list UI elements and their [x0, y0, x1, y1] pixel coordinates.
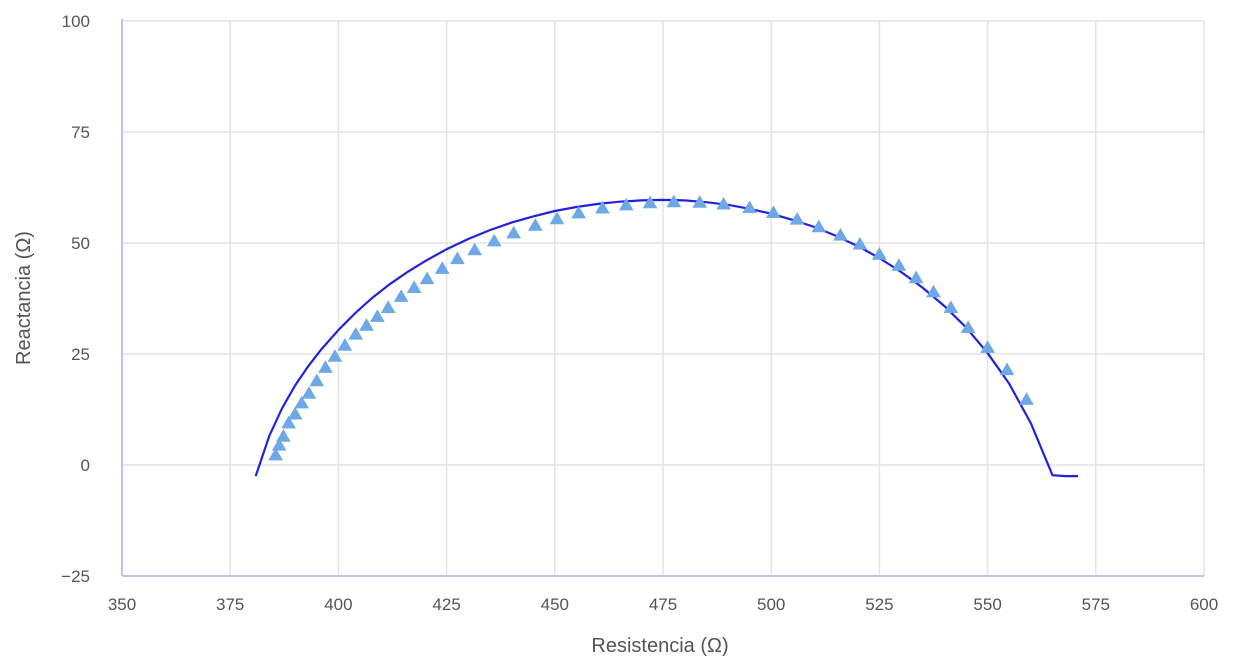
data-point-triangle [380, 300, 396, 313]
y-tick-label: 0 [81, 456, 90, 475]
x-tick-label: 500 [757, 595, 785, 614]
data-point-triangle [789, 212, 805, 225]
x-tick-label: 575 [1082, 595, 1110, 614]
data-point-triangle [406, 280, 422, 293]
y-tick-label: −25 [61, 567, 90, 586]
data-point-triangle [571, 205, 586, 219]
data-point-triangle [891, 258, 907, 271]
y-tick-label: 50 [71, 234, 90, 253]
data-point-triangle [642, 195, 658, 209]
data-point-triangle [419, 271, 435, 285]
grid-lines [122, 20, 1205, 576]
data-point-triangle [271, 438, 287, 451]
data-point-triangle [301, 386, 317, 399]
y-tick-label: 100 [62, 12, 90, 31]
data-point-triangle [318, 360, 333, 373]
data-point-triangle [327, 349, 343, 362]
data-point-triangle [666, 194, 682, 208]
data-point-triangle [1019, 392, 1034, 405]
data-point-triangle [549, 211, 565, 225]
data-point-triangle [811, 219, 827, 233]
data-point-triangle [716, 196, 731, 210]
data-point-triangle [287, 406, 303, 420]
fit-curve [254, 198, 1079, 478]
data-point-triangle [595, 200, 610, 214]
data-series [254, 194, 1079, 478]
data-point-triangle [506, 225, 521, 239]
data-point-triangle [467, 242, 483, 256]
x-tick-label: 375 [216, 595, 244, 614]
data-point-triangle [268, 447, 283, 461]
x-tick-label: 475 [649, 595, 677, 614]
data-point-triangle [766, 205, 781, 218]
x-axis-title: Resistencia (Ω) [591, 635, 728, 656]
y-tick-label: 25 [71, 345, 90, 364]
y-axis-title: Reactancia (Ω) [13, 231, 35, 365]
data-point-triangle [281, 415, 296, 429]
data-point-triangle [294, 395, 309, 409]
data-point-triangle [692, 195, 708, 208]
data-point-triangle [999, 362, 1015, 376]
data-point-triangle [276, 429, 291, 442]
data-point-triangle [393, 289, 409, 302]
data-point-triangle [943, 300, 959, 313]
x-tick-label: 525 [865, 595, 893, 614]
y-tick-label: 75 [71, 123, 90, 142]
data-point-triangle [309, 373, 325, 387]
data-point-triangle [618, 197, 634, 211]
data-point-triangle [852, 236, 868, 250]
data-point-triangle [908, 270, 924, 284]
tick-labels: 350 375 400 425 450 475 500 525 550 575 600 −25 0 25 5… [61, 12, 1218, 614]
x-tick-label: 450 [541, 595, 569, 614]
data-point-triangle [450, 251, 465, 265]
data-point-triangle [872, 247, 887, 260]
data-point-triangle [960, 320, 976, 333]
x-tick-label: 600 [1190, 595, 1218, 614]
data-point-triangle [370, 309, 385, 322]
axes [121, 19, 1204, 577]
x-tick-label: 425 [432, 595, 460, 614]
data-point-triangle [528, 218, 543, 231]
x-tick-label: 400 [324, 595, 352, 614]
data-point-triangle [348, 327, 364, 340]
x-tick-label: 350 [108, 595, 136, 614]
data-point-triangle [434, 261, 450, 274]
data-point-triangle [337, 338, 353, 351]
x-tick-label: 550 [973, 595, 1001, 614]
data-point-triangle [980, 340, 995, 353]
data-point-triangle [486, 233, 502, 247]
data-point-triangle [833, 228, 848, 241]
data-point-triangle [742, 200, 757, 214]
data-point-triangle [926, 284, 941, 298]
data-point-triangle [359, 318, 374, 331]
